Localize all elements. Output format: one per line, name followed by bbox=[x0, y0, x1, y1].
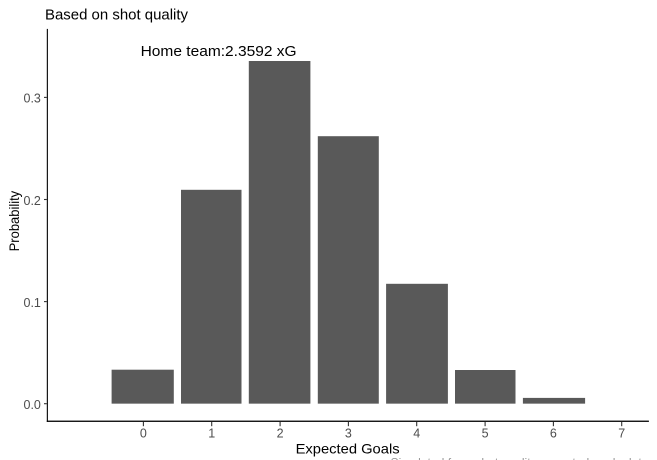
svg-text:0.3: 0.3 bbox=[24, 92, 41, 106]
svg-text:6: 6 bbox=[550, 426, 557, 440]
svg-text:2: 2 bbox=[277, 426, 284, 440]
svg-text:Expected Goals: Expected Goals bbox=[296, 440, 400, 456]
svg-text:0: 0 bbox=[140, 426, 147, 440]
svg-text:Probability: Probability bbox=[6, 191, 22, 252]
svg-text:0.2: 0.2 bbox=[24, 194, 41, 208]
svg-text:5: 5 bbox=[482, 426, 489, 440]
svg-text:0.1: 0.1 bbox=[24, 296, 41, 310]
svg-text:Home team:2.3592 xG: Home team:2.3592 xG bbox=[141, 43, 297, 60]
svg-text:3: 3 bbox=[345, 426, 352, 440]
svg-text:4: 4 bbox=[413, 426, 420, 440]
svg-text:1: 1 bbox=[208, 426, 215, 440]
svg-text:0.0: 0.0 bbox=[24, 398, 41, 412]
svg-text:Based on shot quality: Based on shot quality bbox=[45, 7, 188, 24]
svg-text:Simulated from shot quality ex: Simulated from shot quality expected goa… bbox=[391, 455, 649, 460]
svg-text:7: 7 bbox=[618, 426, 625, 440]
